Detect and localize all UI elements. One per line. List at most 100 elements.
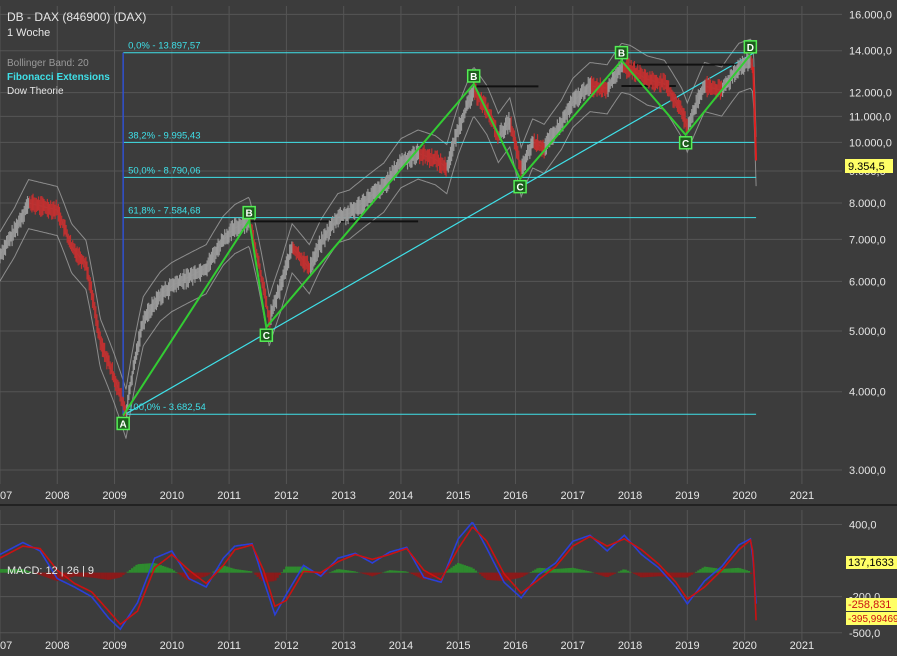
bollinger-upper-band — [0, 39, 756, 389]
macd-histogram-bar — [605, 573, 607, 577]
macd-histogram-bar — [109, 573, 111, 580]
macd-histogram-bar — [96, 573, 98, 579]
macd-histogram-bar — [3, 569, 5, 573]
macd-histogram-bar — [162, 566, 164, 573]
macd-histogram-bar — [120, 573, 122, 577]
macd-histogram-bar — [510, 573, 512, 580]
macd-histogram-bar — [228, 567, 230, 573]
macd-histogram-bar — [682, 573, 684, 578]
macd-histogram-bar — [585, 571, 587, 573]
macd-time-tick-label: 2013 — [331, 640, 355, 651]
macd-histogram-bar — [735, 568, 737, 573]
time-tick-label: 2019 — [675, 490, 699, 502]
price-tick-label: 8.000,0 — [849, 198, 886, 210]
macd-histogram-bar — [660, 573, 662, 577]
time-tick-label: 2012 — [274, 490, 298, 502]
macd-histogram-bar — [635, 573, 637, 576]
macd-histogram-bar — [250, 571, 252, 572]
dow-point-label: A — [120, 419, 127, 430]
legend-bollinger: Bollinger Band: 20 — [7, 58, 89, 69]
macd-histogram-bar — [241, 570, 243, 573]
macd-histogram-bar — [340, 569, 342, 572]
macd-histogram-bar — [600, 573, 602, 576]
macd-histogram-bar — [699, 569, 701, 573]
price-tick-label: 5.000,0 — [849, 326, 886, 338]
macd-histogram-bar — [439, 573, 441, 576]
macd-histogram-bar — [596, 573, 598, 574]
macd-label: MACD: 12 | 26 | 9 — [7, 565, 94, 577]
macd-histogram-bar — [655, 573, 657, 577]
macd-histogram-bar — [287, 567, 289, 573]
time-tick-label: 2009 — [102, 490, 126, 502]
macd-histogram-bar — [226, 566, 228, 572]
macd-histogram-bar — [554, 569, 556, 573]
bollinger-lower-band — [0, 88, 756, 438]
macd-histogram-bar — [523, 573, 525, 576]
fibonacci-level-label: 61,8% - 7.584,68 — [128, 206, 200, 217]
macd-histogram-bar — [290, 567, 292, 573]
macd-histogram-bar — [362, 573, 364, 574]
macd-histogram-bar — [609, 573, 611, 576]
macd-time-tick-label: 2007 — [0, 640, 12, 651]
macd-histogram-bar — [201, 573, 203, 578]
macd-histogram-bar — [135, 565, 137, 573]
macd-histogram-bar — [325, 573, 327, 574]
macd-histogram-bar — [457, 563, 459, 573]
macd-histogram-bar — [160, 565, 162, 573]
macd-histogram-bar — [347, 570, 349, 572]
fibonacci-level-label: 50,0% - 8.790,06 — [128, 165, 200, 176]
macd-histogram-bar — [175, 572, 177, 573]
macd-histogram-bar — [384, 572, 386, 573]
macd-time-tick-label: 2021 — [790, 640, 814, 651]
macd-histogram-bar — [272, 573, 274, 582]
macd-histogram-bar — [398, 571, 400, 573]
price-tick-label: 4.000,0 — [849, 387, 886, 399]
macd-histogram-bar — [646, 573, 648, 577]
macd-histogram-bar — [739, 568, 741, 572]
dow-point-label: D — [747, 43, 754, 54]
macd-tick-label: 400,0 — [849, 519, 877, 531]
macd-histogram-bar — [415, 573, 417, 577]
macd-histogram-bar — [395, 571, 397, 573]
macd-histogram-bar — [517, 573, 519, 579]
macd-histogram-bar — [642, 573, 644, 578]
macd-histogram-bar — [124, 573, 126, 574]
macd-histogram-bar — [563, 568, 565, 572]
macd-histogram-bar — [594, 573, 596, 574]
macd-histogram-bar — [411, 573, 413, 574]
macd-histogram-bar — [598, 573, 600, 575]
macd-histogram-bar — [649, 573, 651, 577]
macd-histogram-bar — [1, 569, 3, 573]
macd-histogram-bar — [389, 570, 391, 572]
macd-histogram-bar — [624, 570, 626, 573]
macd-histogram-bar — [102, 573, 104, 580]
macd-histogram-bar — [391, 570, 393, 572]
macd-badge-signal: -395,99469 — [848, 614, 897, 625]
macd-histogram-bar — [726, 569, 728, 573]
macd-histogram-bar — [611, 573, 613, 575]
time-tick-label: 2018 — [618, 490, 642, 502]
price-tick-label: 3.000,0 — [849, 465, 886, 477]
price-tick-label: 6.000,0 — [849, 276, 886, 288]
macd-histogram-bar — [283, 569, 285, 572]
macd-histogram-bar — [658, 573, 660, 577]
macd-histogram-bar — [356, 572, 358, 573]
macd-histogram-bar — [730, 568, 732, 572]
macd-histogram-bar — [338, 569, 340, 573]
price-tick-label: 11.000,0 — [849, 111, 891, 123]
macd-time-tick-label: 2011 — [217, 640, 241, 651]
macd-histogram-bar — [224, 566, 226, 573]
macd-histogram-bar — [693, 573, 695, 574]
macd-histogram-bar — [472, 569, 474, 573]
macd-histogram-bar — [107, 573, 109, 580]
macd-histogram-bar — [248, 571, 250, 573]
macd-histogram-bar — [569, 568, 571, 573]
macd-histogram-bar — [741, 569, 743, 573]
price-tick-label: 10.000,0 — [849, 137, 892, 149]
macd-histogram-bar — [105, 573, 107, 580]
macd-histogram-bar — [336, 569, 338, 572]
macd-histogram-bar — [453, 566, 455, 573]
macd-histogram-bar — [486, 573, 488, 580]
